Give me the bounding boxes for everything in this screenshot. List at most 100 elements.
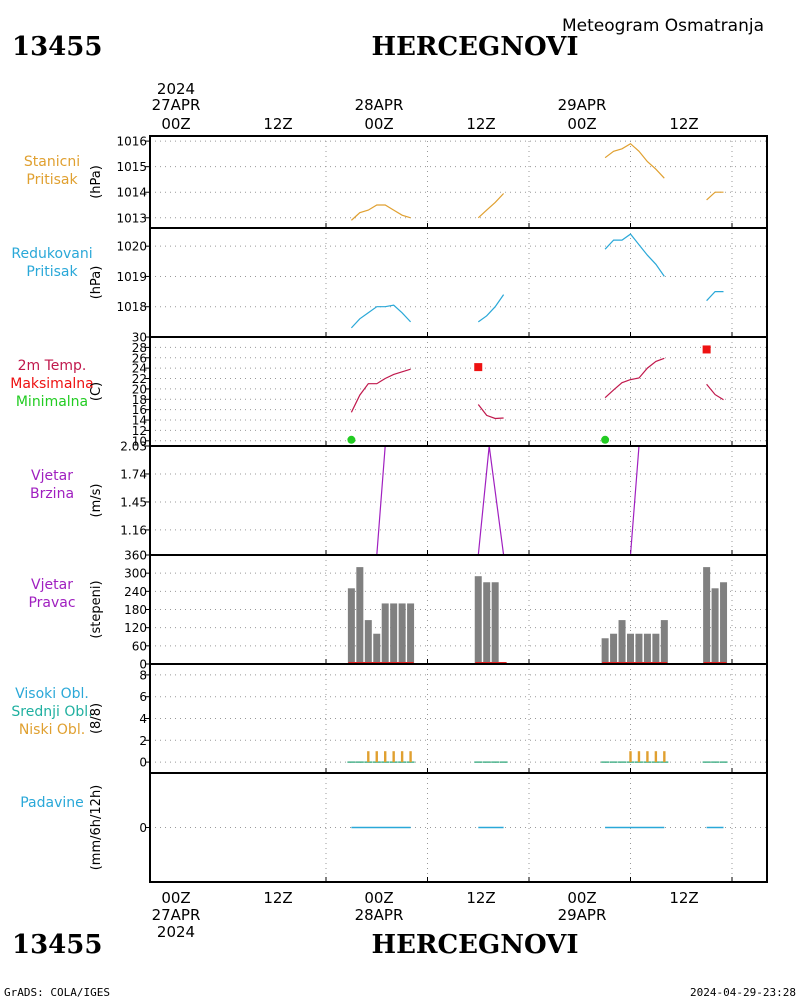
cloud-bar: [646, 751, 649, 763]
footer-station-id: 13455: [12, 930, 102, 960]
series-line: [477, 193, 505, 219]
y-tick-label: 1014: [116, 186, 147, 200]
direction-bar: [720, 582, 728, 664]
top-tick-label: 12Z: [263, 115, 292, 133]
unit-label: (stepeni): [89, 580, 104, 638]
y-tick-label: 0: [139, 756, 147, 770]
y-tick-label: 22: [132, 372, 147, 386]
y-tick-label: 24: [132, 362, 147, 376]
top-tick-label: 00Z: [161, 115, 190, 133]
bottom-tick-label: 12Z: [669, 889, 698, 907]
direction-bar: [627, 633, 634, 664]
direction-bar: [364, 620, 372, 664]
y-tick-label: 6: [139, 690, 147, 704]
max-temp-marker: [702, 345, 711, 354]
series-line: [604, 142, 665, 179]
y-tick-label: 1.45: [120, 495, 147, 509]
cloud-bar: [384, 751, 387, 763]
cloud-bar: [367, 751, 370, 763]
direction-bar: [610, 633, 618, 664]
panel-label: Brzina: [30, 486, 74, 502]
y-tick-label: 12: [132, 424, 147, 438]
series-line: [604, 357, 665, 399]
series-line: [477, 294, 505, 323]
series-line: [350, 368, 411, 413]
y-tick-label: 1.74: [120, 467, 147, 481]
direction-bar: [483, 582, 491, 664]
y-tick-label: 240: [124, 585, 147, 599]
y-tick-label: 180: [124, 603, 147, 617]
direction-bar: [381, 603, 389, 664]
direction-bar: [390, 603, 398, 664]
top-date-label: 29APR: [558, 96, 607, 114]
y-tick-label: 120: [124, 621, 147, 635]
series-line: [706, 291, 724, 302]
station-id: 13455: [12, 32, 102, 62]
unit-label: (hPa): [89, 165, 104, 199]
y-tick-label: 2.03: [120, 440, 147, 454]
y-tick-label: 30: [132, 331, 147, 345]
series-line: [605, 446, 665, 555]
top-tick-label: 12Z: [466, 115, 495, 133]
top-tick-label: 12Z: [669, 115, 698, 133]
panel-label: 2m Temp.: [18, 358, 87, 374]
y-tick-label: 1015: [116, 160, 147, 174]
series-line: [477, 404, 504, 420]
y-tick-label: 26: [132, 351, 147, 365]
panel-frame: [149, 445, 768, 556]
panel-label: Vjetar: [31, 577, 73, 593]
direction-bar: [356, 567, 364, 664]
unit-label: (C): [89, 382, 104, 401]
series-line: [706, 383, 724, 401]
y-tick-label: 28: [132, 341, 147, 355]
cloud-bar: [637, 751, 641, 763]
min-temp-marker: [601, 435, 610, 444]
bottom-date-label: 28APR: [355, 906, 404, 924]
footer-timestamp: 2024-04-29-23:28: [690, 986, 796, 999]
bottom-date-label: 29APR: [558, 906, 607, 924]
bottom-tick-label: 00Z: [567, 889, 596, 907]
bottom-tick-label: 12Z: [466, 889, 495, 907]
bottom-tick-label: 00Z: [161, 889, 190, 907]
unit-label: (m/s): [89, 484, 104, 518]
direction-bar: [652, 633, 660, 664]
direction-bar: [491, 582, 499, 664]
cloud-bar: [654, 751, 658, 763]
cloud-bar: [409, 751, 412, 763]
y-tick-label: 0: [139, 658, 147, 672]
direction-bar: [474, 576, 482, 664]
panel-frame: [149, 135, 768, 229]
series-line: [477, 446, 505, 555]
y-tick-label: 20: [132, 382, 147, 396]
y-tick-label: 300: [124, 567, 147, 581]
panel-label: Srednji Obl.: [11, 704, 92, 720]
product-title: Meteogram Osmatranja: [562, 16, 764, 36]
panel-label: Niski Obl.: [19, 722, 85, 738]
panel-label: Padavine: [20, 795, 84, 811]
cloud-bar: [663, 751, 666, 763]
y-tick-label: 1019: [116, 270, 147, 284]
panel-label: Pritisak: [26, 172, 78, 188]
panel-label: Stanicni: [24, 154, 80, 170]
y-tick-label: 8: [139, 668, 147, 682]
top-tick-label: 00Z: [567, 115, 596, 133]
direction-bar: [703, 567, 711, 664]
panel-label: Maksimalna: [10, 376, 94, 392]
y-tick-label: 14: [132, 414, 147, 428]
bottom-tick-label: 12Z: [263, 889, 292, 907]
top-year-label: 2024: [157, 80, 195, 98]
y-tick-label: 360: [124, 549, 147, 563]
y-tick-label: 18: [132, 393, 147, 407]
series-line: [350, 204, 411, 221]
direction-bar: [660, 620, 668, 664]
direction-bar: [373, 633, 381, 664]
panel-label: Pritisak: [26, 264, 78, 280]
y-tick-label: 1.16: [120, 523, 147, 537]
series-line: [604, 233, 665, 277]
cloud-bar: [400, 751, 404, 763]
footer-station-name: HERCEGNOVI: [372, 930, 579, 960]
direction-bar: [618, 620, 626, 664]
y-tick-label: 16: [132, 403, 147, 417]
y-tick-label: 1020: [116, 240, 147, 254]
